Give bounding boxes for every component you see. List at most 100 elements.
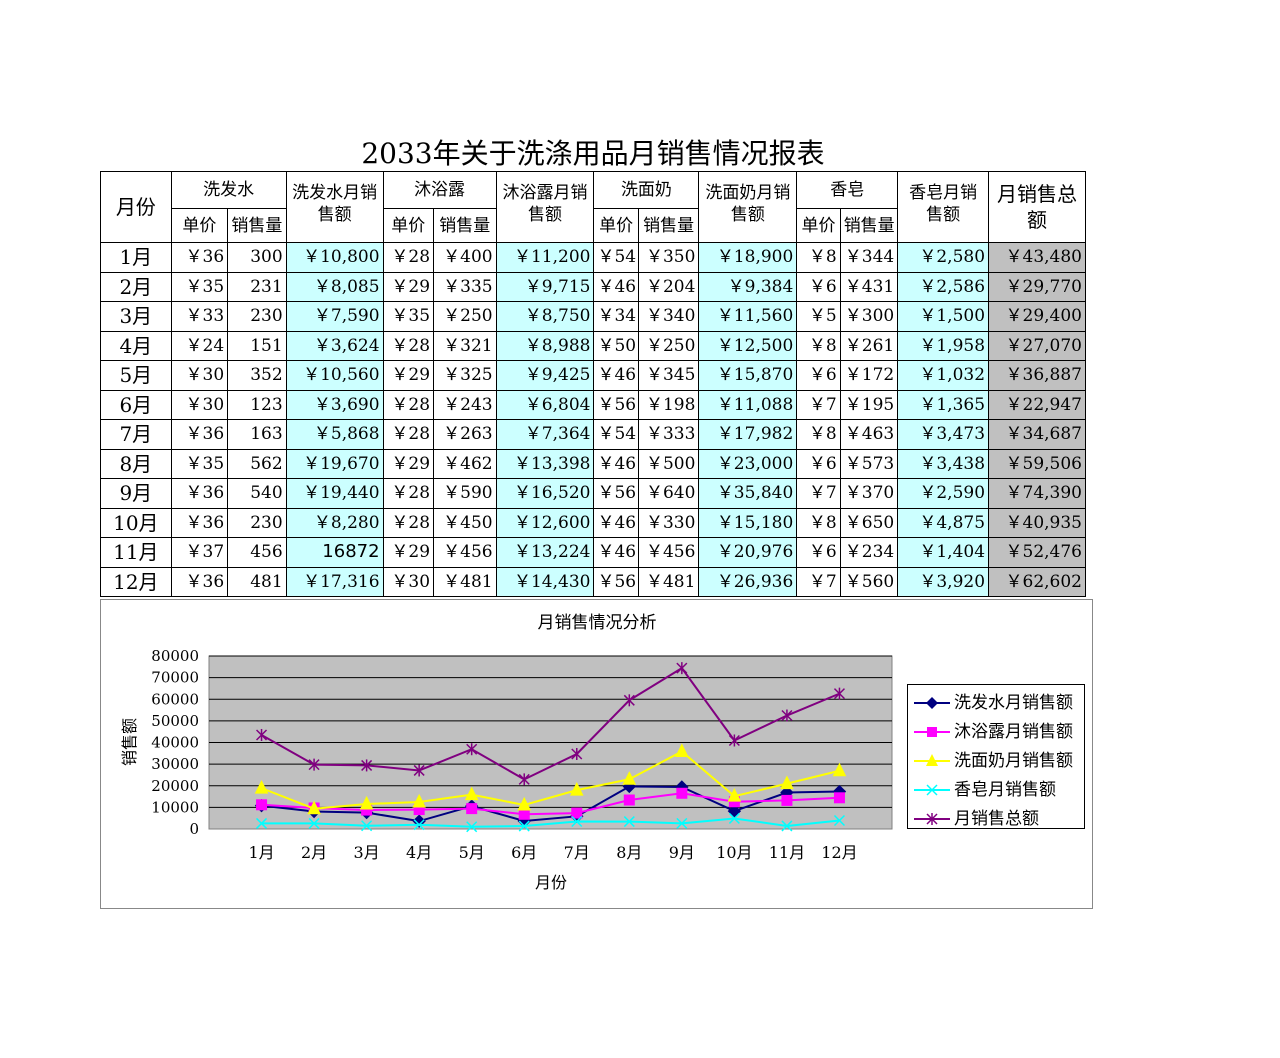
cleanser-qty: ￥250 bbox=[637, 330, 700, 361]
table-row: 4月 ￥24 151 ￥3,624 ￥28 ￥321 ￥8,988 ￥50 ￥250 ￥12,50… bbox=[100, 330, 1086, 361]
shampoo-qty: 300 bbox=[227, 242, 287, 273]
bodywash-sales: ￥7,364 bbox=[495, 419, 595, 450]
bodywash-price: ￥28 bbox=[382, 330, 435, 361]
table-row: 1月 ￥36 300 ￥10,800 ￥28 ￥400 ￥11,200 ￥54 ￥350 ￥18,… bbox=[100, 242, 1086, 273]
y-tick-label: 0 bbox=[189, 820, 199, 838]
bodywash-qty: ￥456 bbox=[433, 537, 497, 568]
shampoo-price: ￥37 bbox=[170, 537, 229, 568]
total-sales: ￥22,947 bbox=[988, 389, 1086, 420]
cleanser-price: ￥46 bbox=[593, 537, 639, 568]
data-point bbox=[307, 800, 321, 815]
month-cell: 4月 bbox=[100, 330, 172, 361]
soap-sales: ￥3,438 bbox=[897, 448, 990, 479]
bodywash-price: ￥29 bbox=[382, 360, 435, 391]
data-point bbox=[676, 787, 688, 799]
x-tick-label: 1月 bbox=[248, 843, 274, 862]
legend-marker-icon bbox=[914, 813, 950, 825]
bodywash-sales: ￥12,600 bbox=[495, 507, 595, 538]
cleanser-price: ￥46 bbox=[593, 360, 639, 391]
cleanser-sales: ￥15,180 bbox=[698, 507, 798, 538]
y-tick-label: 80000 bbox=[151, 647, 199, 665]
shampoo-sales: ￥7,590 bbox=[285, 301, 384, 332]
soap-qty: ￥573 bbox=[839, 448, 899, 479]
bodywash-qty: ￥450 bbox=[433, 507, 497, 538]
data-point bbox=[464, 786, 479, 801]
legend-marker-icon bbox=[914, 727, 950, 737]
header-unit-price: 单价 bbox=[170, 208, 229, 243]
header-cleanser-sales: 洗面奶月销售额 bbox=[698, 171, 798, 243]
legend-item: 香皂月销售额 bbox=[908, 778, 1084, 802]
soap-price: ￥6 bbox=[796, 271, 841, 302]
header-shampoo-sales: 洗发水月销售额 bbox=[285, 171, 384, 243]
bodywash-sales: ￥9,715 bbox=[495, 271, 595, 302]
data-point bbox=[413, 819, 425, 831]
soap-qty: ￥195 bbox=[839, 389, 899, 420]
month-cell: 6月 bbox=[100, 389, 172, 420]
bodywash-sales: ￥8,750 bbox=[495, 301, 595, 332]
data-point bbox=[571, 807, 583, 819]
bodywash-qty: ￥481 bbox=[433, 566, 497, 597]
shampoo-price: ￥36 bbox=[170, 507, 229, 538]
shampoo-qty: 562 bbox=[227, 448, 287, 479]
x-axis-label: 月份 bbox=[535, 873, 567, 892]
shampoo-price: ￥30 bbox=[170, 389, 229, 420]
cleanser-qty: ￥330 bbox=[637, 507, 700, 538]
shampoo-price: ￥33 bbox=[170, 301, 229, 332]
table-row: 5月 ￥30 352 ￥10,560 ￥29 ￥325 ￥9,425 ￥46 ￥345 ￥15,8… bbox=[100, 360, 1086, 391]
header-shampoo: 洗发水 bbox=[170, 171, 287, 209]
bodywash-sales: ￥9,425 bbox=[495, 360, 595, 391]
data-point bbox=[675, 743, 689, 757]
bodywash-sales: ￥11,200 bbox=[495, 242, 595, 273]
series-line-2 bbox=[261, 750, 840, 810]
bodywash-qty: ￥243 bbox=[433, 389, 497, 420]
shampoo-price: ￥36 bbox=[170, 242, 229, 273]
cleanser-price: ￥46 bbox=[593, 271, 639, 302]
bodywash-price: ￥35 bbox=[382, 301, 435, 332]
cleanser-qty: ￥640 bbox=[637, 478, 700, 509]
soap-price: ￥6 bbox=[796, 448, 841, 479]
y-axis-label: 销售额 bbox=[120, 718, 139, 766]
month-cell: 2月 bbox=[100, 271, 172, 302]
chart-title: 月销售情况分析 bbox=[538, 613, 657, 633]
data-point bbox=[361, 820, 373, 832]
data-point bbox=[571, 815, 583, 828]
soap-qty: ￥234 bbox=[839, 537, 899, 568]
soap-sales: ￥1,500 bbox=[897, 301, 990, 332]
shampoo-sales: ￥17,316 bbox=[285, 566, 384, 597]
x-tick-label: 3月 bbox=[354, 843, 380, 862]
soap-price: ￥5 bbox=[796, 301, 841, 332]
shampoo-qty: 123 bbox=[227, 389, 287, 420]
bodywash-sales: ￥13,398 bbox=[495, 448, 595, 479]
cleanser-sales: ￥20,976 bbox=[698, 537, 798, 568]
x-tick-label: 8月 bbox=[616, 843, 642, 862]
soap-sales: ￥4,875 bbox=[897, 507, 990, 538]
shampoo-sales: ￥10,560 bbox=[285, 360, 384, 391]
cleanser-sales: ￥12,500 bbox=[698, 330, 798, 361]
soap-qty: ￥370 bbox=[839, 478, 899, 509]
total-sales: ￥52,476 bbox=[988, 537, 1086, 568]
x-tick-label: 4月 bbox=[406, 843, 432, 862]
soap-price: ￥6 bbox=[796, 360, 841, 391]
soap-price: ￥8 bbox=[796, 507, 841, 538]
month-cell: 7月 bbox=[100, 419, 172, 450]
header-soap-sales: 香皂月销售额 bbox=[897, 171, 990, 243]
cleanser-sales: ￥23,000 bbox=[698, 448, 798, 479]
header-unit-price: 单价 bbox=[796, 208, 841, 243]
y-tick-label: 50000 bbox=[151, 712, 199, 730]
header-quantity: 销售量 bbox=[839, 208, 899, 243]
shampoo-qty: 230 bbox=[227, 301, 287, 332]
header-quantity: 销售量 bbox=[433, 208, 497, 243]
soap-price: ￥7 bbox=[796, 389, 841, 420]
total-sales: ￥43,480 bbox=[988, 242, 1086, 273]
bodywash-qty: ￥250 bbox=[433, 301, 497, 332]
cleanser-qty: ￥350 bbox=[637, 242, 700, 273]
soap-qty: ￥344 bbox=[839, 242, 899, 273]
table-row: 11月 ￥37 456 16872 ￥29 ￥456 ￥13,224 ￥46 ￥456 ￥20,9… bbox=[100, 537, 1086, 568]
data-point bbox=[623, 794, 635, 806]
total-sales: ￥74,390 bbox=[988, 478, 1086, 509]
y-tick-label: 60000 bbox=[151, 690, 199, 708]
shampoo-price: ￥35 bbox=[170, 448, 229, 479]
data-point bbox=[781, 794, 793, 806]
cleanser-qty: ￥333 bbox=[637, 419, 700, 450]
month-cell: 5月 bbox=[100, 360, 172, 391]
